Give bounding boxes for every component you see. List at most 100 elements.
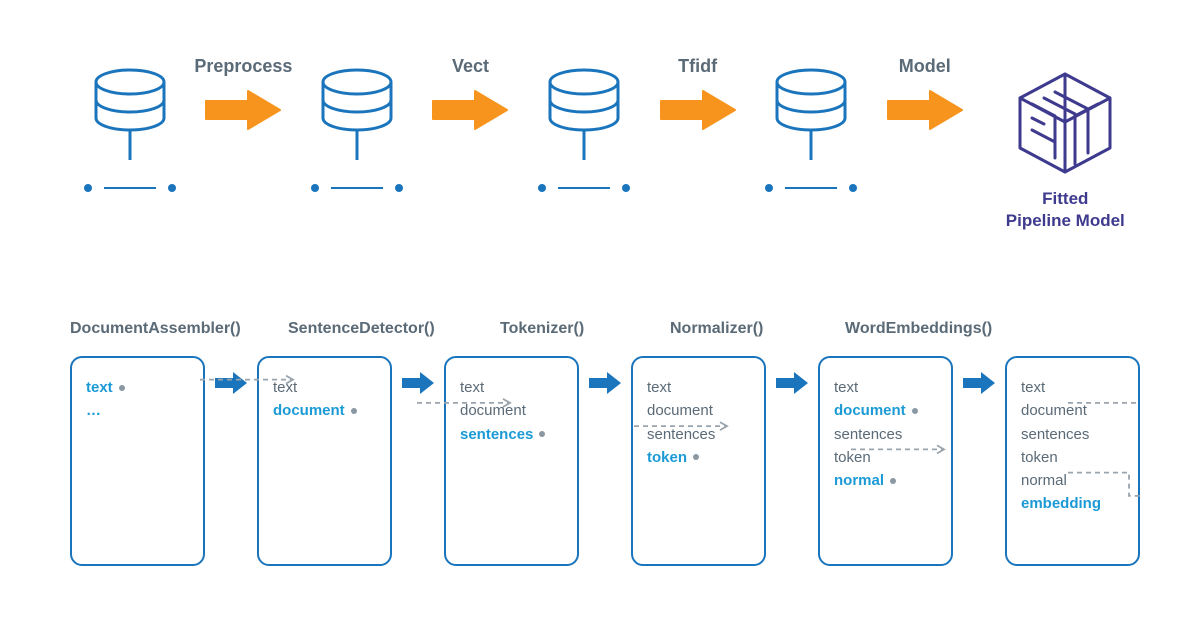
- card-item: …: [86, 399, 189, 422]
- card-item: token: [1021, 446, 1124, 469]
- arrow-icon: [202, 85, 284, 135]
- arrow-icon: [774, 370, 810, 396]
- database-icon: [763, 68, 859, 178]
- db-base-line: [765, 184, 857, 192]
- card-item-text: document: [1021, 399, 1087, 422]
- database-icon: [309, 68, 405, 178]
- dot-icon: [622, 184, 630, 192]
- card-item-text: text: [834, 376, 858, 399]
- connector-dot-icon: [351, 408, 357, 414]
- connector-dot-icon: [912, 408, 918, 414]
- card-item-text: sentences: [834, 423, 902, 446]
- card-item: document: [647, 399, 750, 422]
- card-item-text: document: [460, 399, 526, 422]
- card-item: sentences: [1021, 423, 1124, 446]
- card-item-text: text: [647, 376, 671, 399]
- stage-arrow-4: Model: [871, 68, 979, 135]
- connector-dot-icon: [890, 478, 896, 484]
- arrow-icon: [213, 370, 249, 396]
- annotator-label: Normalizer(): [670, 320, 763, 338]
- baseline: [104, 187, 156, 189]
- card-item: document: [460, 399, 563, 422]
- database-icon: [82, 68, 178, 178]
- card-item-text: token: [647, 446, 687, 469]
- card-item-text: token: [834, 446, 871, 469]
- annotator-label: WordEmbeddings(): [845, 320, 992, 338]
- model-label: Fitted Pipeline Model: [1006, 188, 1125, 232]
- arrow-icon: [657, 85, 739, 135]
- annotator-card: text…: [70, 356, 205, 566]
- card-item: embedding: [1021, 492, 1124, 515]
- pipeline-model: Fitted Pipeline Model: [991, 68, 1140, 232]
- card-arrow: [213, 356, 249, 396]
- annotator-card: textdocumentsentencestokennormalembeddin…: [1005, 356, 1140, 566]
- card-item-text: text: [460, 376, 484, 399]
- baseline: [785, 187, 837, 189]
- card-arrow: [961, 356, 997, 396]
- card-item-text: …: [86, 399, 101, 422]
- card-item: document: [1021, 399, 1124, 422]
- stage-label: Vect: [452, 56, 489, 77]
- arrow-icon: [429, 85, 511, 135]
- card-item: text: [1021, 376, 1124, 399]
- card-item: text: [273, 376, 376, 399]
- card-arrow: [774, 356, 810, 396]
- pipeline-top-row: Preprocess Vect: [70, 68, 1140, 248]
- card-item: token: [647, 446, 750, 469]
- dot-icon: [395, 184, 403, 192]
- card-item-text: document: [647, 399, 713, 422]
- dot-icon: [765, 184, 773, 192]
- card-item-text: document: [834, 399, 906, 422]
- annotator-labels: DocumentAssembler() SentenceDetector() Tok…: [70, 320, 1140, 342]
- stage-arrow-2: Vect: [417, 68, 525, 135]
- cube-maze-icon: [1010, 68, 1120, 178]
- card-item-text: sentences: [460, 423, 533, 446]
- card-item: text: [834, 376, 937, 399]
- arrow-icon: [400, 370, 436, 396]
- dot-icon: [311, 184, 319, 192]
- card-item-text: text: [86, 376, 113, 399]
- arrow-icon: [884, 85, 966, 135]
- annotator-cards: text…textdocumenttextdocumentsentenceste…: [70, 356, 1140, 566]
- db-base-line: [311, 184, 403, 192]
- db-stage-2: [297, 68, 417, 192]
- annotator-card: textdocument: [257, 356, 392, 566]
- card-item: document: [273, 399, 376, 422]
- connector-dot-icon: [539, 431, 545, 437]
- stage-label: Preprocess: [194, 56, 292, 77]
- db-base-line: [84, 184, 176, 192]
- card-item-text: text: [1021, 376, 1045, 399]
- database-icon: [536, 68, 632, 178]
- card-item: text: [460, 376, 563, 399]
- card-item: normal: [1021, 469, 1124, 492]
- stage-label: Model: [899, 56, 951, 77]
- db-stage-4: [751, 68, 871, 192]
- db-stage-3: [524, 68, 644, 192]
- annotator-card: textdocumentsentencestoken: [631, 356, 766, 566]
- card-item: sentences: [460, 423, 563, 446]
- baseline: [331, 187, 383, 189]
- annotator-bottom-row: DocumentAssembler() SentenceDetector() Tok…: [70, 320, 1140, 600]
- card-item: sentences: [834, 423, 937, 446]
- card-item: document: [834, 399, 937, 422]
- card-item: sentences: [647, 423, 750, 446]
- card-item: token: [834, 446, 937, 469]
- card-arrow: [400, 356, 436, 396]
- baseline: [558, 187, 610, 189]
- db-stage-1: [70, 68, 190, 192]
- connector-dot-icon: [693, 454, 699, 460]
- card-item-text: sentences: [1021, 423, 1089, 446]
- card-item-text: document: [273, 399, 345, 422]
- arrow-icon: [587, 370, 623, 396]
- dot-icon: [168, 184, 176, 192]
- card-item-text: sentences: [647, 423, 715, 446]
- model-label-line1: Fitted: [1042, 189, 1088, 208]
- card-item: normal: [834, 469, 937, 492]
- model-label-line2: Pipeline Model: [1006, 211, 1125, 230]
- card-item-text: text: [273, 376, 297, 399]
- card-item-text: token: [1021, 446, 1058, 469]
- stage-arrow-3: Tfidf: [644, 68, 752, 135]
- annotator-label: SentenceDetector(): [288, 320, 435, 338]
- annotator-label: Tokenizer(): [500, 320, 584, 338]
- annotator-label: DocumentAssembler(): [70, 320, 241, 338]
